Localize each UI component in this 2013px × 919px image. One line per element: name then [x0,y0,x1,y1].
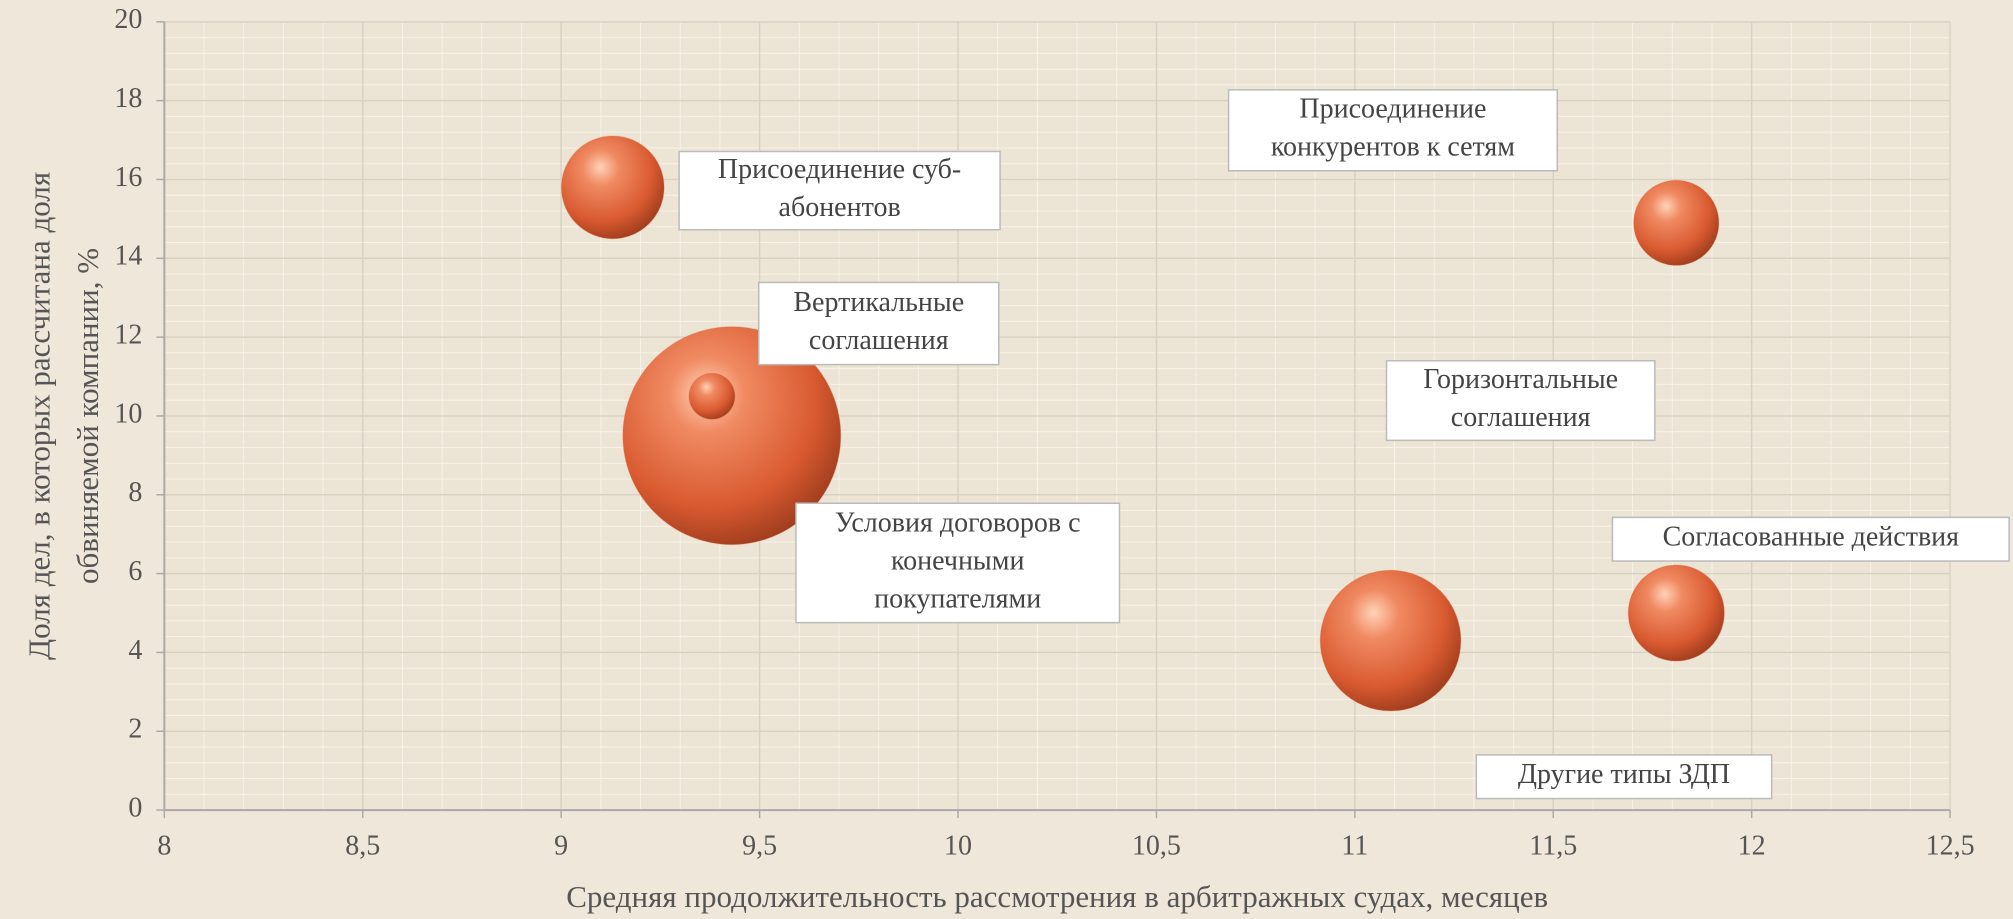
annotation: Условия договоров с конечными покупателями [795,502,1121,624]
y-tick-label: 12 [114,320,142,351]
x-axis-title: Средняя продолжительность рассмотрения в… [566,879,1548,914]
y-axis-title: обвиняемой компании, % [70,248,105,584]
annotation-box [1475,754,1773,800]
annotation-box [757,281,1000,366]
annotation-text: Условия договоров с [835,507,1081,538]
annotation: Горизонтальные соглашения [1385,359,1656,442]
y-axis-title: Доля дел, в которых рассчитана доля [21,172,56,660]
annotation: Согласованные действия [1611,516,2010,562]
y-tick-label: 16 [114,162,142,193]
y-tick-label: 6 [128,556,142,587]
x-tick-label: 10,5 [1132,831,1181,862]
y-tick-label: 10 [114,398,142,429]
annotation-text: соглашения [809,325,949,356]
annotation-text: Горизонтальные [1423,364,1618,395]
x-tick-label: 8 [157,831,171,862]
y-tick-label: 2 [128,714,142,745]
annotation-box [1227,89,1559,172]
bubble [622,326,842,546]
annotation-text: покупателями [874,583,1041,614]
y-tick-label: 14 [114,241,142,272]
bubble [560,135,665,240]
annotation-box [1385,359,1656,442]
annotation-box [678,150,1001,231]
annotation-box [1611,516,2010,562]
x-tick-label: 10 [944,831,972,862]
annotation: Другие типы ЗДП [1475,754,1773,800]
x-tick-label: 12 [1738,831,1766,862]
x-tick-label: 9,5 [742,831,777,862]
bubble [1319,569,1462,712]
annotation-text: абонентов [779,192,901,223]
x-tick-label: 11 [1341,831,1368,862]
x-tick-label: 8,5 [345,831,380,862]
annotation: Присоединение конкурентов к сетям [1227,89,1559,172]
annotation-box [795,502,1121,624]
annotation-text: конкурентов к сетям [1271,132,1515,163]
annotation: Присоединение суб-абонентов [678,150,1001,231]
y-tick-label: 0 [128,793,142,824]
annotation-text: Присоединение [1299,94,1486,125]
x-tick-label: 11,5 [1529,831,1577,862]
x-tick-label: 9 [554,831,568,862]
y-tick-label: 20 [114,4,142,35]
annotation-text: Другие типы ЗДП [1518,759,1730,790]
bubble [1633,179,1720,266]
x-tick-label: 12,5 [1926,831,1975,862]
annotation-text: Вертикальные [793,287,964,318]
y-tick-label: 18 [114,83,142,114]
annotation-text: Согласованные действия [1663,522,1960,553]
annotation: Вертикальные соглашения [757,281,1000,366]
bubble [1627,564,1725,662]
bubble [688,372,736,420]
y-tick-label: 8 [128,477,142,508]
annotation-text: конечными [891,545,1024,576]
annotation-text: Присоединение суб- [718,154,961,185]
annotation-text: соглашения [1451,402,1591,433]
y-tick-label: 4 [128,635,142,666]
